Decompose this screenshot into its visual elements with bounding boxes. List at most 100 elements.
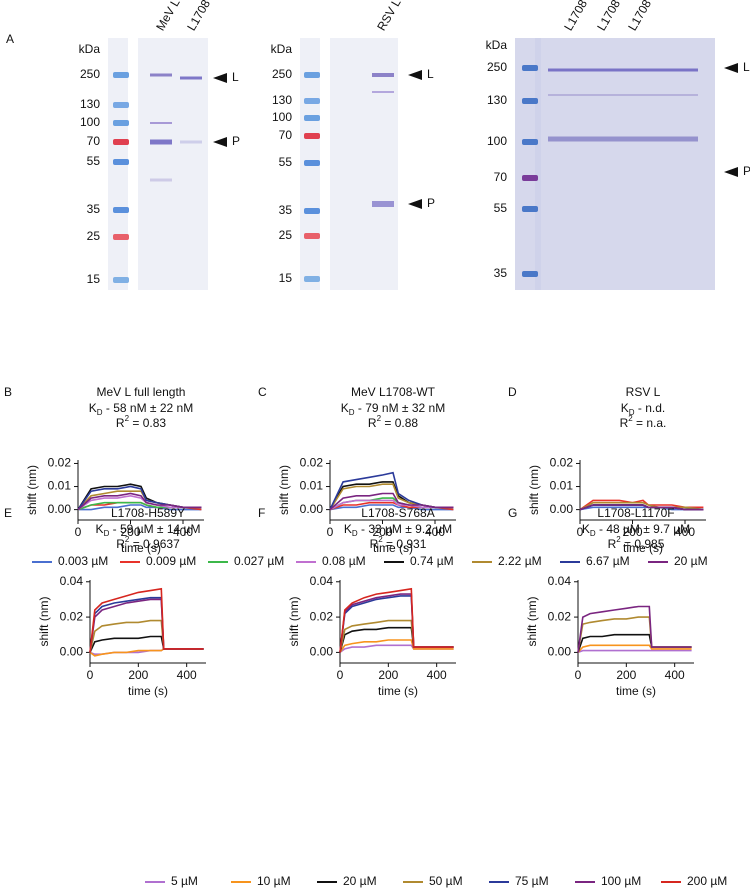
trace bbox=[78, 504, 202, 511]
marker-band bbox=[522, 98, 538, 104]
y-tick-label: 0.00 bbox=[550, 502, 574, 516]
kd-symbol: K bbox=[96, 522, 104, 536]
marker-label: 130 bbox=[80, 97, 100, 111]
r2-superscript: 2 bbox=[125, 414, 130, 423]
protein-band bbox=[180, 140, 202, 144]
chart-title: L1708-H589Y bbox=[111, 506, 185, 520]
kd-text: KD - 79 nM ± 32 nM bbox=[341, 401, 445, 417]
kda-label: kDa bbox=[271, 42, 293, 56]
kd-symbol: K bbox=[621, 401, 629, 415]
marker-band bbox=[113, 159, 129, 165]
x-tick-label: 400 bbox=[177, 668, 197, 682]
r2-value: = 0.9637 bbox=[129, 537, 180, 551]
chart-title: MeV L1708-WT bbox=[351, 385, 436, 399]
protein-band bbox=[150, 73, 172, 77]
trace bbox=[329, 471, 454, 510]
r2-text: R2 = 0.83 bbox=[116, 414, 166, 430]
x-tick-label: 200 bbox=[616, 668, 636, 682]
band-label: L bbox=[232, 70, 239, 84]
arrowhead bbox=[724, 167, 738, 177]
marker-label: 100 bbox=[487, 134, 507, 148]
x-axis-label: time (s) bbox=[121, 541, 161, 555]
protein-band bbox=[150, 178, 172, 182]
y-tick-label: 0.02 bbox=[300, 456, 324, 470]
marker-band bbox=[304, 208, 320, 214]
trace bbox=[77, 492, 202, 511]
chart-title: MeV L full length bbox=[97, 385, 186, 399]
lane-label: RSV L bbox=[374, 0, 404, 33]
legend-label: 200 µM bbox=[687, 874, 727, 888]
legend-label: 0.74 µM bbox=[410, 554, 454, 568]
r2-superscript: 2 bbox=[378, 535, 383, 544]
x-tick-label: 400 bbox=[675, 525, 695, 539]
band-label: L bbox=[743, 60, 750, 74]
x-tick-label: 0 bbox=[337, 668, 344, 682]
marker-label: 15 bbox=[279, 271, 293, 285]
y-tick-label: 0.00 bbox=[60, 645, 84, 659]
kd-subscript: D bbox=[352, 529, 358, 538]
y-axis-label: shift (nm) bbox=[25, 465, 39, 515]
x-tick-label: 400 bbox=[425, 525, 445, 539]
panel-letter: F bbox=[258, 506, 265, 520]
x-tick-label: 0 bbox=[75, 525, 82, 539]
x-axis-label: time (s) bbox=[128, 684, 168, 698]
panel-letter: B bbox=[4, 385, 12, 399]
marker-band bbox=[522, 271, 538, 277]
r2-symbol: R bbox=[620, 416, 629, 430]
lane-label: L1708 1170 bbox=[625, 0, 669, 33]
marker-label: 35 bbox=[494, 266, 508, 280]
marker-label: 130 bbox=[487, 93, 507, 107]
kd-value: - 79 nM ± 32 nM bbox=[355, 401, 446, 415]
trace bbox=[89, 587, 204, 653]
kd-value: - 48 µM ± 9.7 µM bbox=[596, 522, 690, 536]
legend-label: 100 µM bbox=[601, 874, 641, 888]
trace bbox=[329, 504, 454, 511]
r2-superscript: 2 bbox=[377, 414, 382, 423]
lane-label: MeV L bbox=[153, 0, 183, 33]
marker-label: 130 bbox=[272, 93, 292, 107]
panel-letter: A bbox=[6, 32, 14, 46]
y-axis-label: shift (nm) bbox=[287, 596, 301, 646]
protein-band bbox=[548, 94, 698, 96]
x-axis-label: time (s) bbox=[623, 541, 663, 555]
kd-symbol: K bbox=[341, 401, 349, 415]
kd-value: - 58 nM ± 22 nM bbox=[103, 401, 194, 415]
x-tick-label: 200 bbox=[128, 668, 148, 682]
marker-label: 250 bbox=[80, 67, 100, 81]
lane-label: L1708 WT bbox=[184, 0, 224, 33]
x-tick-label: 200 bbox=[622, 525, 642, 539]
r2-value: = 0.88 bbox=[381, 416, 418, 430]
panel-letter: E bbox=[4, 506, 12, 520]
legend-label: 2.22 µM bbox=[498, 554, 542, 568]
marker-band bbox=[304, 276, 320, 282]
kd-text: KD - n.d. bbox=[621, 401, 665, 417]
r2-symbol: R bbox=[116, 416, 125, 430]
r2-text: R2 = n.a. bbox=[620, 414, 667, 430]
arrowhead bbox=[408, 199, 422, 209]
y-tick-label: 0.00 bbox=[310, 645, 334, 659]
trace bbox=[579, 506, 704, 511]
y-tick-label: 0.02 bbox=[548, 609, 572, 623]
kd-symbol: K bbox=[89, 401, 97, 415]
trace bbox=[77, 494, 202, 511]
trace bbox=[577, 633, 692, 653]
legend-label: 20 µM bbox=[343, 874, 377, 888]
r2-text: R2 = 0.985 bbox=[608, 535, 665, 551]
r2-value: = 0.931 bbox=[383, 537, 427, 551]
kd-text: KD - 59 µM ± 14 µM bbox=[96, 522, 201, 538]
marker-band bbox=[304, 72, 320, 78]
arrowhead bbox=[724, 63, 738, 73]
arrowhead bbox=[408, 70, 422, 80]
marker-label: 70 bbox=[494, 170, 508, 184]
trace bbox=[579, 504, 704, 511]
trace bbox=[329, 499, 454, 511]
marker-band bbox=[113, 277, 129, 283]
y-tick-label: 0.00 bbox=[48, 502, 72, 516]
r2-text: R2 = 0.9637 bbox=[116, 535, 180, 551]
trace bbox=[577, 649, 692, 654]
y-tick-label: 0.01 bbox=[300, 479, 324, 493]
kd-symbol: K bbox=[344, 522, 352, 536]
kd-symbol: K bbox=[582, 522, 590, 536]
x-axis-label: time (s) bbox=[616, 684, 656, 698]
